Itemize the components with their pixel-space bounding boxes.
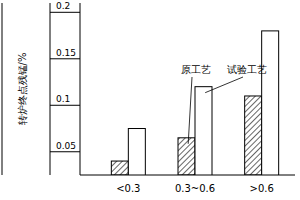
chart-svg: 转炉终点残锰/% 0.05 0.1 0.15 0.2 <0.3 0.3~0.6 >0.6 原工艺… [0,0,300,200]
x-tick-label: >0.6 [250,183,274,194]
leader-line [188,77,192,144]
legend-label: 原工艺 [181,64,211,75]
y-tick-label: 0.05 [56,141,76,151]
y-tick-label: 0.15 [56,48,76,58]
bar [178,138,195,175]
bar [195,87,212,175]
bars [111,31,278,175]
y-tick [50,151,80,152]
leader-line [205,77,243,93]
y-tick-label: 0.2 [56,1,70,11]
y-tick-label: 0.1 [56,94,70,104]
bar [128,129,145,175]
bar [245,96,262,175]
y-axis [80,3,81,175]
panel-border [2,3,3,175]
x-tick-label: 0.3~0.6 [175,183,215,194]
bar [111,161,128,175]
y-tick [50,105,80,106]
bar [262,31,279,175]
x-tick-label: <0.3 [116,183,140,194]
legend-label: 试验工艺 [227,64,267,75]
chart-container: 转炉终点残锰/% 0.05 0.1 0.15 0.2 <0.3 0.3~0.6 >0.6 原工艺… [0,0,300,200]
y-tick [50,12,80,13]
y-label: 转炉终点残锰/% [17,53,28,126]
panel-border [50,3,51,175]
y-tick [50,58,80,59]
